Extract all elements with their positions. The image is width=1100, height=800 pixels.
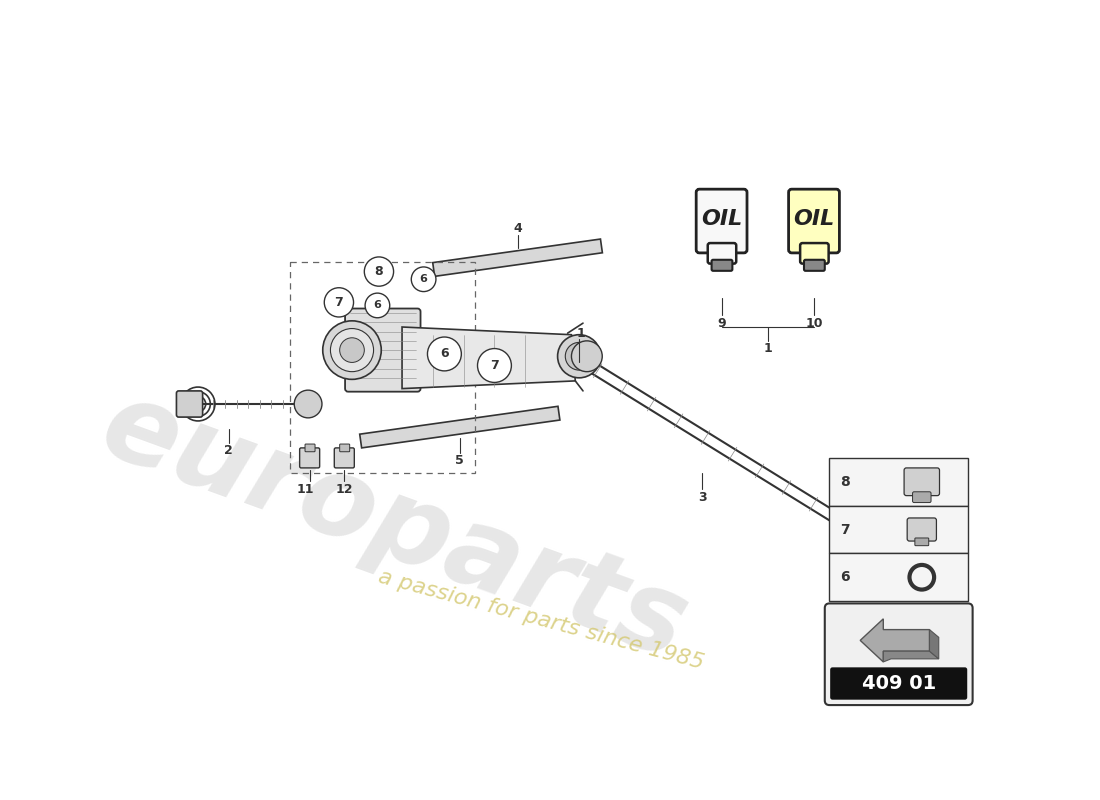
- FancyBboxPatch shape: [712, 260, 733, 271]
- FancyBboxPatch shape: [334, 448, 354, 468]
- Text: 10: 10: [805, 317, 823, 330]
- FancyBboxPatch shape: [340, 444, 350, 452]
- Text: 9: 9: [717, 317, 726, 330]
- FancyBboxPatch shape: [913, 492, 931, 502]
- Polygon shape: [403, 327, 575, 389]
- Text: 1: 1: [576, 326, 585, 340]
- Text: 1: 1: [763, 342, 772, 355]
- FancyBboxPatch shape: [345, 309, 420, 392]
- Text: 2: 2: [224, 444, 233, 457]
- Text: 6: 6: [440, 347, 449, 361]
- FancyBboxPatch shape: [830, 667, 967, 700]
- Bar: [829, 506, 968, 554]
- FancyBboxPatch shape: [804, 260, 825, 271]
- FancyBboxPatch shape: [915, 538, 928, 546]
- FancyBboxPatch shape: [800, 243, 828, 264]
- Circle shape: [295, 390, 322, 418]
- Polygon shape: [860, 619, 930, 662]
- Text: 8: 8: [840, 474, 850, 489]
- Text: 6: 6: [840, 570, 850, 584]
- Polygon shape: [864, 511, 883, 545]
- Text: 7: 7: [334, 296, 343, 309]
- FancyBboxPatch shape: [707, 243, 736, 264]
- Text: OIL: OIL: [701, 210, 743, 230]
- Text: 7: 7: [491, 359, 498, 372]
- Circle shape: [364, 257, 394, 286]
- Polygon shape: [432, 239, 603, 276]
- Text: 11: 11: [297, 483, 315, 496]
- Circle shape: [330, 329, 374, 372]
- Circle shape: [365, 293, 389, 318]
- Text: 4: 4: [514, 222, 521, 235]
- Circle shape: [558, 334, 601, 378]
- FancyBboxPatch shape: [305, 444, 315, 452]
- Text: 5: 5: [455, 454, 464, 467]
- Polygon shape: [360, 406, 560, 448]
- Text: 6: 6: [420, 274, 428, 284]
- Polygon shape: [883, 651, 938, 662]
- Circle shape: [565, 342, 593, 370]
- FancyBboxPatch shape: [789, 189, 839, 253]
- Circle shape: [572, 341, 603, 372]
- Text: 12: 12: [336, 483, 353, 496]
- Circle shape: [322, 321, 382, 379]
- Text: 409 01: 409 01: [861, 674, 936, 693]
- FancyBboxPatch shape: [176, 391, 202, 417]
- Polygon shape: [930, 630, 938, 659]
- Text: 7: 7: [840, 522, 850, 537]
- Text: OIL: OIL: [793, 210, 835, 230]
- Bar: [829, 458, 968, 506]
- Text: 8: 8: [375, 265, 383, 278]
- FancyBboxPatch shape: [908, 518, 936, 541]
- Text: 6: 6: [374, 301, 382, 310]
- Circle shape: [324, 288, 353, 317]
- Circle shape: [411, 267, 436, 291]
- Circle shape: [340, 338, 364, 362]
- FancyBboxPatch shape: [299, 448, 320, 468]
- Circle shape: [837, 513, 868, 543]
- Circle shape: [428, 337, 461, 371]
- Circle shape: [477, 349, 512, 382]
- FancyBboxPatch shape: [825, 603, 972, 705]
- Text: a passion for parts since 1985: a passion for parts since 1985: [375, 566, 706, 673]
- FancyBboxPatch shape: [904, 468, 939, 496]
- Bar: [290, 262, 475, 474]
- Text: 3: 3: [698, 491, 706, 505]
- Bar: [829, 554, 968, 601]
- Text: europarts: europarts: [88, 372, 701, 682]
- FancyBboxPatch shape: [696, 189, 747, 253]
